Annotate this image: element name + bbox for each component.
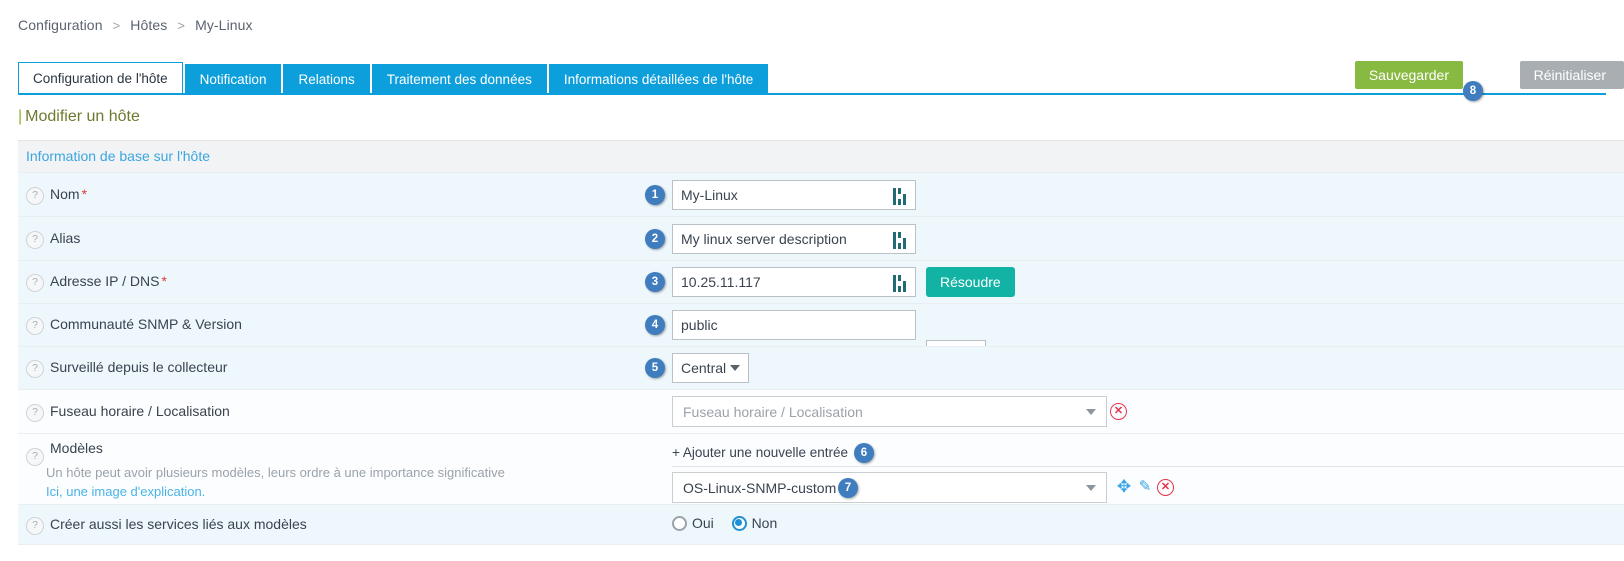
callout-badge-2: 2	[645, 229, 665, 249]
poller-select[interactable]: Central	[672, 353, 749, 383]
title-bar-marker: |	[18, 108, 23, 125]
row-label-name: Nom *	[50, 185, 88, 202]
bar-chart-icon[interactable]	[893, 274, 907, 292]
poller-value: Central	[681, 360, 727, 376]
name-input-value: My-Linux	[681, 187, 738, 203]
tab-notification[interactable]: Notification	[184, 64, 282, 94]
row-label-address: Adresse IP / DNS *	[50, 273, 167, 289]
help-icon[interactable]: ?	[26, 317, 44, 335]
row-label-poller: Surveillé depuis le collecteur	[50, 359, 228, 375]
snmp-community-input[interactable]: public	[672, 310, 916, 340]
section-header-label: Information de base sur l'hôte	[26, 148, 211, 164]
row-alias: ? Alias 2 My linux server description	[18, 216, 1624, 260]
row-label-create-services: Créer aussi les services liés aux modèle…	[50, 515, 307, 532]
radio-oui[interactable]: Oui	[672, 515, 714, 531]
address-input[interactable]: 10.25.11.117	[672, 267, 916, 297]
bottom-divider	[18, 544, 1624, 545]
alias-input-value: My linux server description	[681, 231, 847, 247]
help-icon[interactable]: ?	[26, 448, 44, 466]
row-label-timezone: Fuseau horaire / Localisation	[50, 402, 230, 419]
reset-button[interactable]: Réinitialiser	[1519, 61, 1624, 89]
breadcrumb-separator: >	[177, 18, 186, 33]
templates-divider	[672, 466, 1624, 467]
tab-relations[interactable]: Relations	[283, 64, 370, 94]
breadcrumb-separator: >	[112, 18, 121, 33]
callout-badge-7: 7	[838, 478, 858, 498]
callout-badge-1: 1	[645, 185, 665, 205]
tab-host-details[interactable]: Informations détaillées de l'hôte	[548, 64, 769, 94]
bar-chart-icon[interactable]	[893, 187, 907, 205]
templates-hint-link[interactable]: Ici, une image d'explication.	[46, 484, 206, 499]
row-create-services: ? Créer aussi les services liés aux modè…	[18, 504, 1624, 544]
template-value: OS-Linux-SNMP-custom	[683, 480, 837, 496]
page-title-text: Modifier un hôte	[25, 108, 140, 125]
help-icon[interactable]: ?	[26, 230, 44, 249]
row-label-snmp: Communauté SNMP & Version	[50, 316, 242, 332]
radio-non-label: Non	[751, 515, 778, 531]
bar-chart-icon[interactable]	[893, 231, 907, 249]
resolve-button[interactable]: Résoudre	[926, 267, 1015, 297]
remove-circle-icon[interactable]: ✕	[1157, 479, 1174, 496]
save-button[interactable]: Sauvegarder	[1354, 61, 1463, 89]
add-new-entry-link[interactable]: + Ajouter une nouvelle entrée	[672, 445, 849, 460]
radio-circle-icon	[731, 516, 747, 531]
row-label-alias: Alias	[50, 229, 81, 246]
help-icon[interactable]: ?	[26, 360, 44, 378]
page-title: | Modifier un hôte	[18, 108, 140, 126]
tab-host-configuration[interactable]: Configuration de l'hôte	[18, 62, 183, 94]
help-icon[interactable]: ?	[26, 403, 44, 422]
callout-badge-6: 6	[854, 443, 874, 463]
breadcrumb-item-current: My-Linux	[195, 17, 253, 33]
row-templates: ? Modèles Un hôte peut avoir plusieurs m…	[18, 433, 1624, 504]
address-input-value: 10.25.11.117	[681, 274, 761, 290]
callout-badge-3: 3	[645, 272, 665, 292]
remove-circle-icon[interactable]: ✕	[1110, 403, 1127, 420]
row-timezone: ? Fuseau horaire / Localisation Fuseau h…	[18, 389, 1624, 433]
template-select[interactable]: OS-Linux-SNMP-custom	[672, 472, 1107, 503]
templates-hint: Un hôte peut avoir plusieurs modèles, le…	[46, 465, 505, 480]
callout-badge-5: 5	[645, 358, 665, 378]
breadcrumb-item-hosts[interactable]: Hôtes	[130, 17, 168, 33]
row-name: ? Nom * 1 My-Linux	[18, 172, 1624, 216]
chevron-down-icon	[1086, 409, 1096, 415]
breadcrumb-item-configuration[interactable]: Configuration	[18, 17, 103, 33]
name-input[interactable]: My-Linux	[672, 180, 916, 210]
radio-oui-label: Oui	[692, 515, 714, 531]
chevron-down-icon	[730, 365, 740, 371]
tab-data-processing[interactable]: Traitement des données	[371, 64, 547, 94]
edit-pencil-icon[interactable]: ✎	[1138, 478, 1152, 495]
chevron-down-icon	[1086, 485, 1096, 491]
section-header: Information de base sur l'hôte	[18, 140, 1624, 173]
row-label-templates: Modèles	[50, 440, 103, 456]
tab-bar: Configuration de l'hôte Notification Relat…	[18, 62, 1624, 94]
row-snmp: ? Communauté SNMP & Version 4 public 2c	[18, 303, 1624, 370]
snmp-community-value: public	[681, 317, 718, 333]
timezone-select[interactable]: Fuseau horaire / Localisation	[672, 396, 1107, 427]
help-icon[interactable]: ?	[26, 274, 44, 292]
row-poller: ? Surveillé depuis le collecteur 5 Centr…	[18, 346, 1624, 389]
callout-badge-8: 8	[1463, 81, 1483, 101]
breadcrumb: Configuration > Hôtes > My-Linux	[18, 17, 253, 33]
alias-input[interactable]: My linux server description	[672, 224, 916, 254]
callout-badge-4: 4	[645, 315, 665, 335]
timezone-placeholder: Fuseau horaire / Localisation	[683, 404, 863, 420]
move-icon[interactable]: ✥	[1116, 477, 1132, 496]
radio-circle-icon	[672, 516, 687, 531]
help-icon[interactable]: ?	[26, 186, 44, 205]
help-icon[interactable]: ?	[26, 516, 44, 535]
tab-underline	[18, 93, 1606, 95]
radio-non[interactable]: Non	[731, 515, 778, 531]
row-address: ? Adresse IP / DNS * 3 10.25.11.117 Résou…	[18, 260, 1624, 303]
create-services-radio-group: Oui Non	[672, 515, 791, 531]
